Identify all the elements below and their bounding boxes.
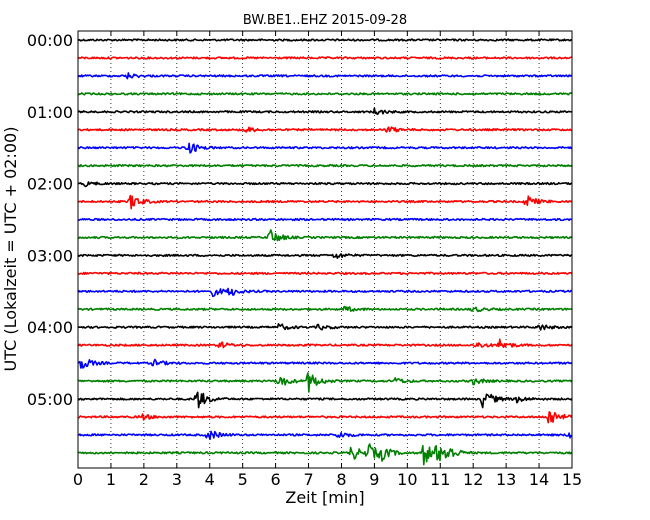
x-tick-label: 13	[496, 470, 516, 489]
trace-0545	[77, 443, 573, 466]
trace-0030	[77, 72, 573, 80]
y-tick-label: 05:00	[27, 390, 73, 409]
x-tick-label: 5	[238, 470, 248, 489]
trace-0515	[77, 411, 573, 424]
trace-0215	[77, 194, 573, 210]
x-tick-label: 1	[106, 470, 116, 489]
y-tick-label: 01:00	[27, 103, 73, 122]
y-axis-ticks: 00:00 01:00 02:00 03:00 04:00 05:00	[27, 31, 572, 409]
x-tick-label: 12	[463, 470, 483, 489]
trace-0045	[77, 92, 573, 96]
trace-0200	[77, 181, 573, 188]
trace-0445	[77, 372, 573, 393]
trace-0000	[77, 38, 573, 42]
trace-0430	[77, 358, 573, 369]
y-tick-label: 02:00	[27, 175, 73, 194]
trace-0115	[77, 126, 573, 133]
y-tick-label: 03:00	[27, 246, 73, 265]
trace-0530	[77, 430, 573, 441]
x-tick-label: 0	[73, 470, 83, 489]
trace-0400	[77, 323, 573, 331]
x-tick-label: 2	[139, 470, 149, 489]
trace-0130	[77, 142, 573, 154]
x-tick-label: 7	[303, 470, 313, 489]
y-axis-label: UTC (Lokalzeit = UTC + 02:00)	[1, 127, 20, 372]
x-axis-label: Zeit [min]	[285, 488, 364, 507]
trace-0500	[77, 391, 573, 409]
trace-0415	[77, 338, 573, 349]
vertical-grid	[110, 31, 540, 468]
x-tick-label: 4	[205, 470, 215, 489]
y-tick-label: 00:00	[27, 31, 73, 50]
trace-0330	[77, 287, 573, 298]
x-tick-label: 9	[369, 470, 379, 489]
x-tick-label: 8	[336, 470, 346, 489]
x-tick-label: 15	[562, 470, 582, 489]
y-tick-label: 04:00	[27, 318, 73, 337]
chart-title: BW.BE1..EHZ 2015-09-28	[243, 13, 407, 28]
x-tick-label: 10	[397, 470, 417, 489]
trace-0015	[77, 56, 573, 60]
trace-0100	[77, 107, 573, 116]
trace-0230	[78, 217, 573, 222]
trace-0300	[77, 253, 573, 260]
x-tick-label: 6	[271, 470, 281, 489]
x-tick-label: 11	[430, 470, 450, 489]
trace-0315	[77, 271, 573, 276]
x-axis-ticks: 0 1 2 3 4 5 6 7 8 9 10 11 12 13 14 15	[73, 31, 582, 489]
trace-0245	[77, 229, 573, 242]
plot-frame	[77, 30, 573, 469]
trace-0345	[77, 305, 573, 313]
trace-0145	[77, 163, 573, 168]
trace-group	[77, 38, 573, 466]
x-tick-label: 3	[172, 470, 182, 489]
x-tick-label: 14	[529, 470, 549, 489]
